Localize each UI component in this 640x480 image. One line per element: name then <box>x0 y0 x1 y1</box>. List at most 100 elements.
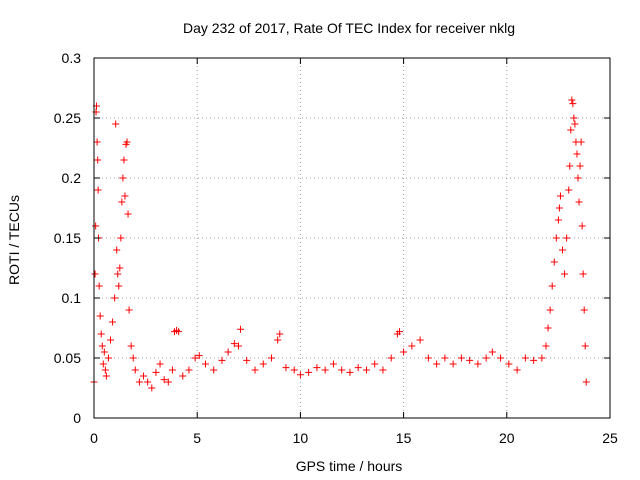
data-point <box>395 328 403 336</box>
data-point <box>282 364 290 372</box>
data-point <box>555 204 563 212</box>
data-point <box>98 342 106 350</box>
data-point <box>201 360 209 368</box>
data-point <box>96 312 104 320</box>
data-point <box>99 360 107 368</box>
data-point <box>538 354 546 362</box>
x-tick-label: 10 <box>293 430 309 446</box>
data-point <box>109 318 117 326</box>
data-point <box>94 186 102 194</box>
data-point <box>566 162 574 170</box>
data-point <box>179 372 187 380</box>
data-point <box>305 368 313 376</box>
data-point <box>127 342 135 350</box>
data-point <box>164 378 172 386</box>
data-point <box>466 356 474 364</box>
data-point <box>371 360 379 368</box>
data-point <box>379 366 387 374</box>
data-point <box>152 368 160 376</box>
data-point <box>114 270 122 278</box>
data-point <box>112 120 120 128</box>
data-point <box>93 138 101 146</box>
data-point <box>573 150 581 158</box>
data-point <box>168 366 176 374</box>
x-tick-label: 15 <box>396 430 412 446</box>
data-point <box>559 246 567 254</box>
data-point <box>97 330 105 338</box>
data-point <box>160 376 168 384</box>
data-point <box>101 366 109 374</box>
data-point <box>544 324 552 332</box>
data-point <box>148 384 156 392</box>
data-point <box>131 366 139 374</box>
data-point <box>274 336 282 344</box>
data-point <box>550 258 558 266</box>
data-points <box>90 96 590 392</box>
y-tick-label: 0.25 <box>54 110 81 126</box>
data-point <box>129 354 137 362</box>
data-point <box>276 330 284 338</box>
data-point <box>175 328 183 336</box>
data-point <box>140 372 148 380</box>
data-point <box>354 364 362 372</box>
data-point <box>111 294 119 302</box>
data-point <box>556 192 564 200</box>
data-point <box>120 156 128 164</box>
data-point <box>313 364 321 372</box>
data-point <box>505 360 513 368</box>
data-point <box>521 354 529 362</box>
data-point <box>578 222 586 230</box>
data-point <box>387 354 395 362</box>
data-point <box>416 336 424 344</box>
data-point <box>296 371 304 379</box>
data-point <box>95 282 103 290</box>
data-point <box>513 366 521 374</box>
data-point <box>329 360 337 368</box>
data-point <box>570 114 578 122</box>
x-tick-label: 20 <box>499 430 515 446</box>
data-point <box>554 216 562 224</box>
data-point <box>251 366 259 374</box>
data-point <box>424 354 432 362</box>
data-point <box>290 366 298 374</box>
data-point <box>581 342 589 350</box>
data-point <box>568 96 576 104</box>
data-point <box>565 186 573 194</box>
data-point <box>441 354 449 362</box>
data-point <box>125 306 133 314</box>
x-tick-label: 0 <box>90 430 98 446</box>
data-point <box>123 138 131 146</box>
data-point <box>135 378 143 386</box>
data-point <box>577 138 585 146</box>
data-point <box>542 342 550 350</box>
data-point <box>530 356 538 364</box>
x-tick-label: 5 <box>193 430 201 446</box>
data-point <box>571 120 579 128</box>
data-point <box>104 354 112 362</box>
data-point <box>268 354 276 362</box>
data-point <box>433 360 441 368</box>
data-point <box>116 264 124 272</box>
data-point <box>117 234 125 242</box>
data-point <box>115 282 123 290</box>
data-point <box>563 234 571 242</box>
axis-ticks: 0 5 10 15 20 25 0 0.05 0.1 0.15 0.2 0.25 0.3 <box>54 50 618 446</box>
data-point <box>546 306 554 314</box>
data-point <box>91 270 99 278</box>
data-point <box>124 210 132 218</box>
data-point <box>243 356 251 364</box>
data-point <box>191 354 199 362</box>
y-tick-label: 0 <box>73 410 81 426</box>
data-point <box>185 366 193 374</box>
data-point <box>230 340 238 348</box>
data-point <box>575 198 583 206</box>
data-point <box>488 348 496 356</box>
x-tick-label: 25 <box>602 430 618 446</box>
data-point <box>582 378 590 386</box>
data-point <box>118 198 126 206</box>
y-tick-label: 0.3 <box>62 50 82 66</box>
data-point <box>113 246 121 254</box>
data-point <box>579 270 587 278</box>
y-tick-label: 0.15 <box>54 230 81 246</box>
y-axis-label: ROTI / TECUs <box>6 195 22 285</box>
